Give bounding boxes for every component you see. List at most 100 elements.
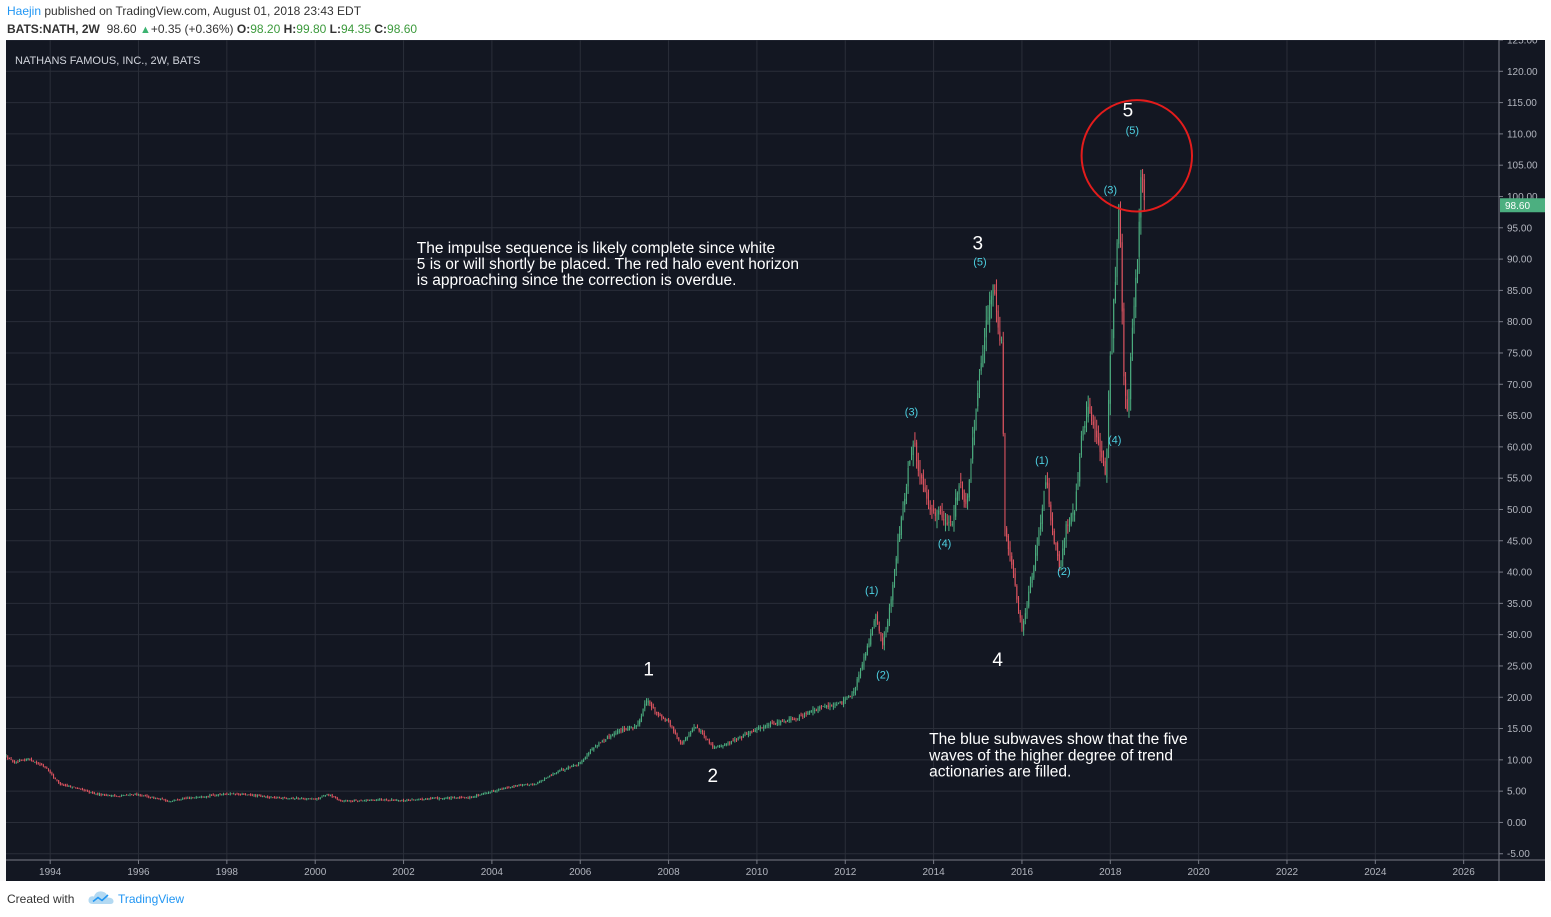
candle — [674, 731, 676, 734]
candle — [1038, 530, 1040, 544]
candle — [798, 715, 800, 719]
candle — [1004, 435, 1006, 528]
primary-wave-label: 5 — [1123, 100, 1134, 121]
candle — [967, 496, 969, 503]
open-label: O: — [236, 22, 251, 36]
x-axis-label: 2010 — [746, 867, 769, 878]
candle — [944, 522, 946, 524]
candle — [12, 760, 14, 763]
candle — [960, 482, 962, 484]
candle — [258, 795, 260, 797]
candle — [1104, 461, 1106, 475]
candle — [375, 799, 377, 801]
candle — [853, 691, 855, 694]
candle — [846, 698, 848, 700]
candle — [567, 766, 569, 769]
candle — [1121, 242, 1123, 312]
y-axis-label: 115.00 — [1507, 98, 1537, 109]
candle — [1006, 528, 1008, 537]
candle — [245, 794, 247, 796]
subwave-label: (4) — [1108, 435, 1121, 447]
candle — [515, 785, 517, 787]
candle — [190, 797, 192, 799]
candle — [708, 740, 710, 744]
candle — [620, 730, 622, 732]
candle — [688, 733, 690, 737]
candle — [572, 765, 574, 767]
tradingview-link[interactable]: TradingView — [118, 892, 185, 906]
candle — [1063, 538, 1065, 551]
candle — [866, 645, 868, 655]
candle — [503, 787, 505, 789]
candle — [651, 703, 653, 708]
tradingview-cloud-icon[interactable] — [87, 889, 115, 907]
candle — [595, 746, 597, 748]
candle — [601, 741, 603, 743]
candle — [46, 767, 48, 769]
candle — [758, 727, 760, 729]
y-axis-label: -5.00 — [1507, 849, 1530, 860]
candle — [416, 799, 418, 801]
candle — [1094, 423, 1096, 432]
candle — [1092, 421, 1094, 425]
candle — [506, 787, 508, 789]
subwave-label: (3) — [1104, 184, 1117, 196]
candle — [197, 796, 199, 798]
candle — [606, 736, 608, 739]
candle — [1062, 548, 1064, 560]
candle — [408, 800, 410, 802]
candle — [887, 621, 889, 630]
candle — [635, 725, 637, 727]
candle — [530, 783, 532, 785]
candle — [136, 793, 138, 795]
candle — [753, 730, 755, 732]
candle — [19, 760, 21, 762]
candle — [668, 718, 670, 722]
candle — [1055, 542, 1057, 546]
candle — [746, 733, 748, 735]
candle — [554, 773, 556, 775]
candle — [304, 798, 306, 800]
candle — [343, 801, 345, 803]
candle — [88, 790, 90, 793]
candle — [139, 794, 141, 796]
candle — [870, 633, 872, 645]
candle — [1118, 205, 1120, 244]
candle — [936, 513, 938, 519]
candle — [525, 784, 527, 786]
candle — [489, 791, 491, 793]
candle — [25, 759, 27, 761]
y-axis-label: 75.00 — [1507, 348, 1532, 359]
candle — [671, 725, 673, 727]
candle — [839, 702, 841, 704]
x-axis-label: 2022 — [1276, 867, 1299, 878]
candle — [1023, 620, 1025, 631]
candle — [386, 799, 388, 801]
subwave-label: (3) — [905, 407, 918, 419]
candle — [496, 790, 498, 792]
candle — [314, 798, 316, 800]
candle — [491, 790, 493, 792]
candle — [739, 736, 741, 739]
candle — [511, 786, 513, 788]
candle — [229, 793, 231, 795]
candle — [535, 784, 537, 786]
candle — [854, 687, 856, 692]
candle — [90, 792, 92, 794]
candle — [501, 788, 503, 790]
candle — [569, 767, 571, 769]
subwave-label: (1) — [865, 585, 878, 597]
candle — [448, 797, 450, 799]
chart-area[interactable]: 125.00 120.00 115.00 110.00 105.00 100.00 95.0… — [5, 36, 1545, 881]
y-axis-label: 120.00 — [1507, 67, 1538, 78]
candle — [177, 799, 179, 801]
candle — [426, 798, 428, 800]
candle — [559, 769, 561, 772]
author-link[interactable]: Haejin — [7, 4, 42, 18]
note-line: actionaries are filled. — [929, 764, 1071, 781]
candle — [508, 787, 510, 789]
candle — [301, 798, 303, 800]
candle — [773, 721, 775, 724]
candle — [296, 797, 298, 799]
candle — [950, 521, 952, 523]
